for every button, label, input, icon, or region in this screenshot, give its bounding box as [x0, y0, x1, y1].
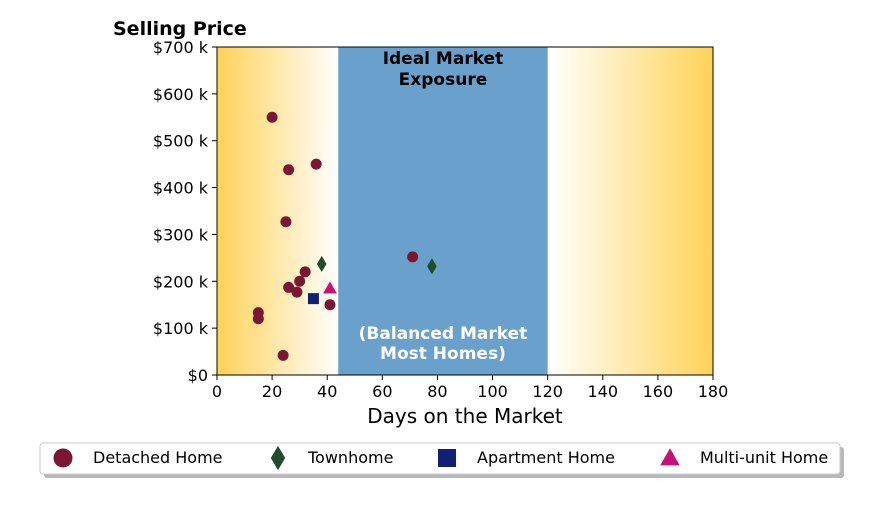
x-tick-label: 80 — [427, 382, 447, 401]
x-axis-title: Days on the Market — [367, 404, 563, 428]
legend-marker-detached-home — [53, 448, 73, 468]
x-tick-label: 40 — [317, 382, 337, 401]
x-tick-label: 60 — [372, 382, 392, 401]
x-tick-label: 0 — [212, 382, 222, 401]
x-tick-label: 140 — [588, 382, 619, 401]
y-tick-label: $200 k — [153, 272, 209, 291]
legend-marker-townhome — [270, 445, 286, 471]
detached-home-point — [310, 158, 322, 170]
x-tick-label: 20 — [262, 382, 282, 401]
legend-label-detached-home: Detached Home — [93, 448, 223, 467]
legend-marker-apartment-home — [438, 449, 456, 467]
x-tick-label: 120 — [532, 382, 563, 401]
band-label-bottom-line-1: (Balanced Market — [359, 324, 528, 344]
townhome-point — [316, 255, 327, 273]
detached-home-point — [252, 313, 264, 325]
band-label-top-line-2: Exposure — [399, 70, 488, 90]
band-label-top-line-1: Ideal Market — [383, 49, 504, 69]
x-axis: 0 20 40 60 80 100 120 140 160 180 — [212, 375, 728, 401]
plot-frame — [216, 46, 714, 376]
y-tick-label: $600 k — [153, 85, 209, 104]
detached-home-point — [266, 111, 278, 123]
detached-home-point — [283, 281, 295, 293]
legend: Detached Home Townhome Apartment Home Multi… — [39, 442, 844, 478]
y-tick-label: $700 k — [153, 38, 209, 57]
detached-home-point — [277, 349, 289, 361]
legend-marker-multi-unit-home — [660, 448, 680, 466]
ideal-market-band — [338, 47, 548, 375]
y-tick-label: $500 k — [153, 132, 209, 151]
y-tick-label: $300 k — [153, 225, 209, 244]
detached-home-point — [299, 266, 311, 278]
y-tick-label: $100 k — [153, 319, 209, 338]
data-points — [252, 111, 437, 361]
detached-home-point — [294, 275, 306, 287]
legend-label-apartment-home: Apartment Home — [477, 448, 615, 467]
legend-label-multi-unit-home: Multi-unit Home — [700, 448, 828, 467]
y-tick-label: $400 k — [153, 179, 209, 198]
detached-home-point — [280, 216, 292, 228]
detached-home-point — [283, 164, 295, 176]
y-tick-label: $0 — [188, 366, 208, 385]
detached-home-point — [407, 251, 419, 263]
band-label-bottom-line-2: Most Homes) — [380, 344, 506, 364]
x-tick-label: 160 — [643, 382, 674, 401]
legend-label-townhome: Townhome — [307, 448, 393, 467]
x-tick-label: 100 — [477, 382, 508, 401]
detached-home-point — [324, 299, 336, 311]
y-axis-title: Selling Price — [113, 18, 247, 40]
townhome-point — [427, 258, 437, 275]
detached-home-point — [291, 286, 303, 298]
apartment-home-point — [307, 293, 319, 305]
x-tick-label: 180 — [698, 382, 729, 401]
y-axis: $0 $100 k $200 k $300 k $400 k $500 k $600 k $7… — [153, 38, 217, 385]
multi-unit-home-point — [323, 281, 337, 294]
